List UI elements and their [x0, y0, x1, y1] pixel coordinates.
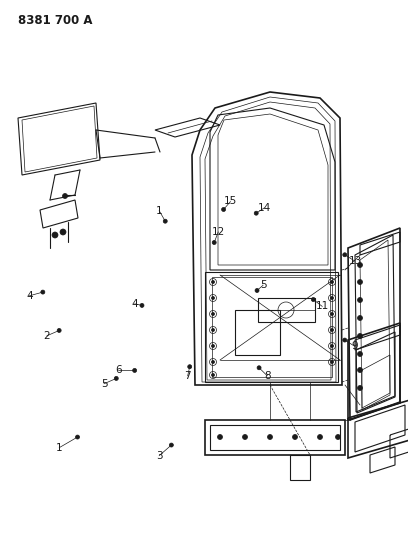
Circle shape — [257, 366, 261, 370]
Circle shape — [188, 365, 192, 369]
Circle shape — [133, 368, 137, 373]
Text: 1: 1 — [156, 206, 162, 215]
Circle shape — [254, 211, 258, 215]
Circle shape — [62, 193, 67, 198]
Text: 3: 3 — [156, 451, 162, 461]
Circle shape — [75, 435, 80, 439]
Circle shape — [357, 367, 362, 373]
Text: 8381 700 A: 8381 700 A — [18, 14, 93, 27]
Circle shape — [169, 443, 173, 447]
Circle shape — [357, 297, 362, 303]
Circle shape — [41, 290, 45, 294]
Circle shape — [343, 338, 347, 342]
Circle shape — [211, 296, 215, 300]
Text: 7: 7 — [184, 371, 191, 381]
Text: 15: 15 — [224, 197, 237, 206]
Circle shape — [60, 229, 66, 235]
Circle shape — [317, 434, 322, 440]
Circle shape — [211, 374, 215, 376]
Circle shape — [140, 303, 144, 308]
Circle shape — [114, 376, 118, 381]
Circle shape — [330, 296, 333, 300]
Text: 9: 9 — [352, 342, 358, 351]
Circle shape — [217, 434, 222, 440]
Circle shape — [357, 262, 362, 268]
Circle shape — [211, 312, 215, 316]
Circle shape — [212, 240, 216, 245]
Text: 13: 13 — [348, 256, 361, 266]
Circle shape — [357, 351, 362, 357]
Text: 8: 8 — [264, 371, 271, 381]
Circle shape — [330, 312, 333, 316]
Circle shape — [222, 207, 226, 212]
Circle shape — [311, 297, 315, 302]
Circle shape — [57, 328, 61, 333]
Circle shape — [335, 434, 341, 440]
Circle shape — [52, 232, 58, 238]
Text: 6: 6 — [115, 366, 122, 375]
Circle shape — [163, 219, 167, 223]
Text: 12: 12 — [212, 227, 225, 237]
Text: 4: 4 — [26, 291, 33, 301]
Circle shape — [211, 280, 215, 284]
Circle shape — [293, 434, 297, 440]
Circle shape — [268, 434, 273, 440]
Circle shape — [211, 328, 215, 332]
Circle shape — [242, 434, 248, 440]
Text: 14: 14 — [258, 203, 271, 213]
Circle shape — [330, 360, 333, 364]
Circle shape — [357, 279, 362, 285]
Circle shape — [357, 385, 362, 391]
Text: 2: 2 — [44, 331, 50, 341]
Circle shape — [357, 316, 362, 320]
Circle shape — [330, 328, 333, 332]
Text: 1: 1 — [56, 443, 62, 453]
Circle shape — [211, 360, 215, 364]
Circle shape — [211, 344, 215, 348]
Circle shape — [255, 288, 259, 293]
Circle shape — [330, 344, 333, 348]
Circle shape — [357, 334, 362, 338]
Circle shape — [330, 280, 333, 284]
Text: 5: 5 — [260, 280, 266, 290]
Text: 4: 4 — [131, 299, 138, 309]
Text: 11: 11 — [316, 302, 329, 311]
Text: 5: 5 — [101, 379, 107, 389]
Circle shape — [343, 253, 347, 257]
